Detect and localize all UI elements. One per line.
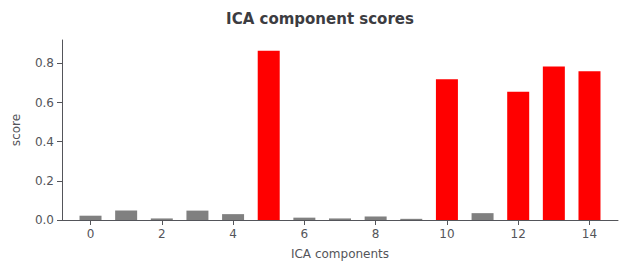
svg-text:0.2: 0.2	[35, 174, 54, 188]
svg-text:ICA components: ICA components	[291, 247, 389, 261]
svg-text:0.8: 0.8	[35, 56, 54, 70]
svg-text:6: 6	[301, 227, 309, 241]
svg-text:0.6: 0.6	[35, 96, 54, 110]
svg-text:ICA component scores: ICA component scores	[226, 10, 414, 28]
svg-text:0: 0	[87, 227, 95, 241]
svg-text:0.0: 0.0	[35, 213, 54, 227]
svg-text:2: 2	[158, 227, 166, 241]
svg-text:score: score	[9, 114, 23, 146]
svg-text:0.4: 0.4	[35, 135, 54, 149]
svg-text:10: 10	[439, 227, 454, 241]
svg-text:8: 8	[372, 227, 380, 241]
svg-text:4: 4	[229, 227, 237, 241]
svg-text:12: 12	[511, 227, 526, 241]
svg-text:14: 14	[582, 227, 597, 241]
